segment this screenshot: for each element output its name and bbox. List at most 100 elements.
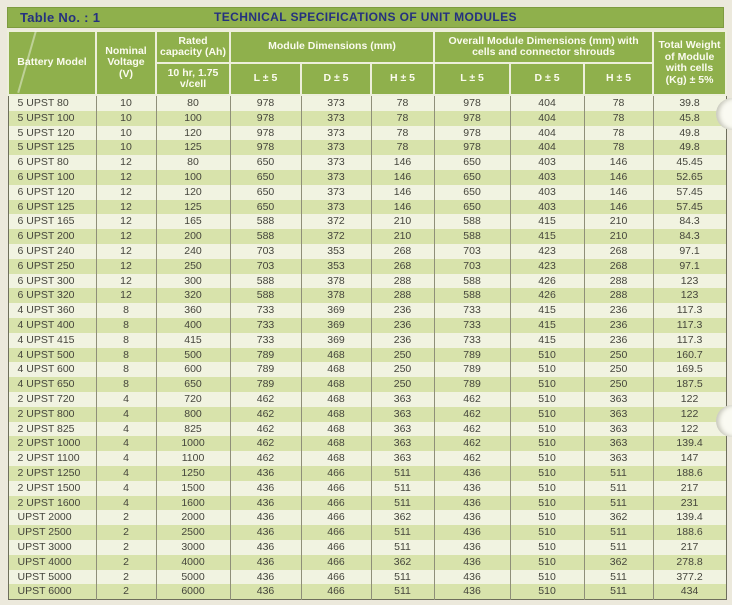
battery-model-cell: UPST 5000 xyxy=(17,570,72,583)
overall-l-cell: 733 xyxy=(433,317,511,333)
overall-h-cell: 146 xyxy=(583,169,654,185)
page-title: TECHNICAL SPECIFICATIONS OF UNIT MODULES xyxy=(214,10,517,24)
total-weight-cell: 434 xyxy=(652,584,727,600)
module-h-cell: 146 xyxy=(370,155,435,170)
module-l-cell: 462 xyxy=(229,421,301,437)
overall-d-cell: 404 xyxy=(509,95,585,111)
module-l-cell: 588 xyxy=(229,214,301,230)
overall-l-cell: 436 xyxy=(433,539,511,555)
col-header-rated-capacity: Rated capacity (Ah) xyxy=(155,30,231,64)
overall-l-cell: 650 xyxy=(433,184,511,200)
overall-d-cell: 423 xyxy=(509,258,585,274)
battery-model-cell: 6 UPST 120 xyxy=(17,185,75,198)
battery-model-cell: 4 UPST 415 xyxy=(17,333,75,346)
col-header-nominal-voltage: Nominal Voltage (V) xyxy=(95,30,157,96)
module-h-cell: 236 xyxy=(370,332,435,348)
nominal-voltage-cell: 12 xyxy=(95,184,156,200)
battery-model-cell: 2 UPST 800 xyxy=(17,407,75,420)
nominal-voltage-cell: 12 xyxy=(95,258,156,274)
rated-capacity-cell: 5000 xyxy=(155,569,230,585)
overall-l-cell: 436 xyxy=(433,554,511,570)
module-l-cell: 436 xyxy=(229,525,301,540)
battery-model-cell: 5 UPST 100 xyxy=(17,111,75,124)
table-row: 5 UPST 120 10 120 978 373 78 978 404 78 49.8 xyxy=(8,125,727,141)
rated-capacity-cell: 800 xyxy=(155,406,230,422)
module-h-cell: 511 xyxy=(370,539,435,555)
nominal-voltage-cell: 4 xyxy=(95,391,156,407)
total-weight-cell: 52.65 xyxy=(652,169,727,185)
table-row: 6 UPST 240 12 240 703 353 268 703 423 268 97.1 xyxy=(8,243,727,259)
overall-h-cell: 250 xyxy=(583,347,654,363)
total-weight-cell: 117.3 xyxy=(652,332,727,348)
module-d-cell: 468 xyxy=(300,436,371,452)
module-h-cell: 78 xyxy=(370,95,435,111)
rated-capacity-cell: 120 xyxy=(155,125,230,141)
overall-l-cell: 588 xyxy=(433,273,511,289)
rated-capacity-cell: 320 xyxy=(155,288,230,304)
overall-l-cell: 733 xyxy=(433,303,511,318)
module-d-cell: 373 xyxy=(300,184,371,200)
table-row: 6 UPST 200 12 200 588 372 210 588 415 210 84.3 xyxy=(8,229,727,244)
nominal-voltage-cell: 4 xyxy=(95,421,156,437)
overall-h-cell: 511 xyxy=(583,495,654,511)
col-group-overall-dimensions: Overall Module Dimensions (mm) with cell… xyxy=(433,30,655,64)
table-row: 2 UPST 1100 4 1100 462 468 363 462 510 363 147 xyxy=(8,451,727,466)
module-d-cell: 369 xyxy=(300,317,371,333)
module-d-cell: 466 xyxy=(300,510,371,526)
nominal-voltage-cell: 2 xyxy=(95,510,156,526)
rated-capacity-cell: 6000 xyxy=(155,584,230,600)
table-row: UPST 2000 2 2000 436 466 362 436 510 362 139.4 xyxy=(8,510,727,526)
module-h-cell: 362 xyxy=(370,510,435,526)
module-l-cell: 436 xyxy=(229,584,301,600)
overall-h-cell: 146 xyxy=(583,184,654,200)
nominal-voltage-cell: 8 xyxy=(95,362,156,378)
module-d-cell: 353 xyxy=(300,258,371,274)
overall-h-cell: 236 xyxy=(583,332,654,348)
module-h-cell: 363 xyxy=(370,436,435,452)
overall-d-cell: 510 xyxy=(509,584,585,600)
battery-model-cell: 2 UPST 1000 xyxy=(17,437,81,450)
nominal-voltage-cell: 4 xyxy=(95,436,156,452)
nominal-voltage-cell: 2 xyxy=(95,554,156,570)
module-d-cell: 468 xyxy=(300,362,371,378)
overall-d-cell: 510 xyxy=(509,451,585,466)
total-weight-cell: 117.3 xyxy=(652,303,727,318)
total-weight-cell: 139.4 xyxy=(652,436,727,452)
module-d-cell: 468 xyxy=(300,347,371,363)
rated-capacity-cell: 100 xyxy=(155,110,230,126)
module-h-cell: 511 xyxy=(370,465,435,481)
overall-l-cell: 588 xyxy=(433,288,511,304)
punch-hole-top xyxy=(716,98,732,130)
overall-h-cell: 268 xyxy=(583,243,654,259)
table-row: 5 UPST 125 10 125 978 373 78 978 404 78 49.8 xyxy=(8,140,727,156)
overall-h-cell: 363 xyxy=(583,391,654,407)
battery-model-cell: 6 UPST 320 xyxy=(17,289,75,302)
overall-h-cell: 511 xyxy=(583,525,654,540)
battery-model-cell: 6 UPST 80 xyxy=(17,156,69,169)
overall-h-cell: 250 xyxy=(583,362,654,378)
nominal-voltage-cell: 12 xyxy=(95,273,156,289)
spec-table-body: 5 UPST 80 10 80 978 373 78 978 404 78 39.8 5 UPST … xyxy=(8,95,727,600)
module-l-cell: 462 xyxy=(229,451,301,466)
table-row: 2 UPST 825 4 825 462 468 363 462 510 363 122 xyxy=(8,421,727,437)
module-l-cell: 436 xyxy=(229,554,301,570)
module-l-cell: 978 xyxy=(229,125,301,141)
battery-model-cell: 5 UPST 120 xyxy=(17,126,75,139)
battery-model-cell: 4 UPST 400 xyxy=(17,318,75,331)
battery-model-cell: 6 UPST 165 xyxy=(17,215,75,228)
overall-d-cell: 510 xyxy=(509,362,585,378)
total-weight-cell: 84.3 xyxy=(652,229,727,244)
overall-h-cell: 511 xyxy=(583,539,654,555)
table-row: 2 UPST 1600 4 1600 436 466 511 436 510 511 231 xyxy=(8,495,727,511)
nominal-voltage-cell: 4 xyxy=(95,480,156,496)
col-subheader-module-h: H ± 5 xyxy=(369,62,436,96)
total-weight-cell: 377.2 xyxy=(652,569,727,585)
col-subheader-module-d: D ± 5 xyxy=(300,62,372,96)
module-d-cell: 378 xyxy=(300,273,371,289)
overall-d-cell: 510 xyxy=(509,436,585,452)
overall-l-cell: 436 xyxy=(433,569,511,585)
overall-h-cell: 363 xyxy=(583,436,654,452)
overall-h-cell: 363 xyxy=(583,421,654,437)
rated-capacity-cell: 720 xyxy=(155,391,230,407)
col-header-total-weight: Total Weight of Module with cells (Kg) ±… xyxy=(652,30,728,96)
